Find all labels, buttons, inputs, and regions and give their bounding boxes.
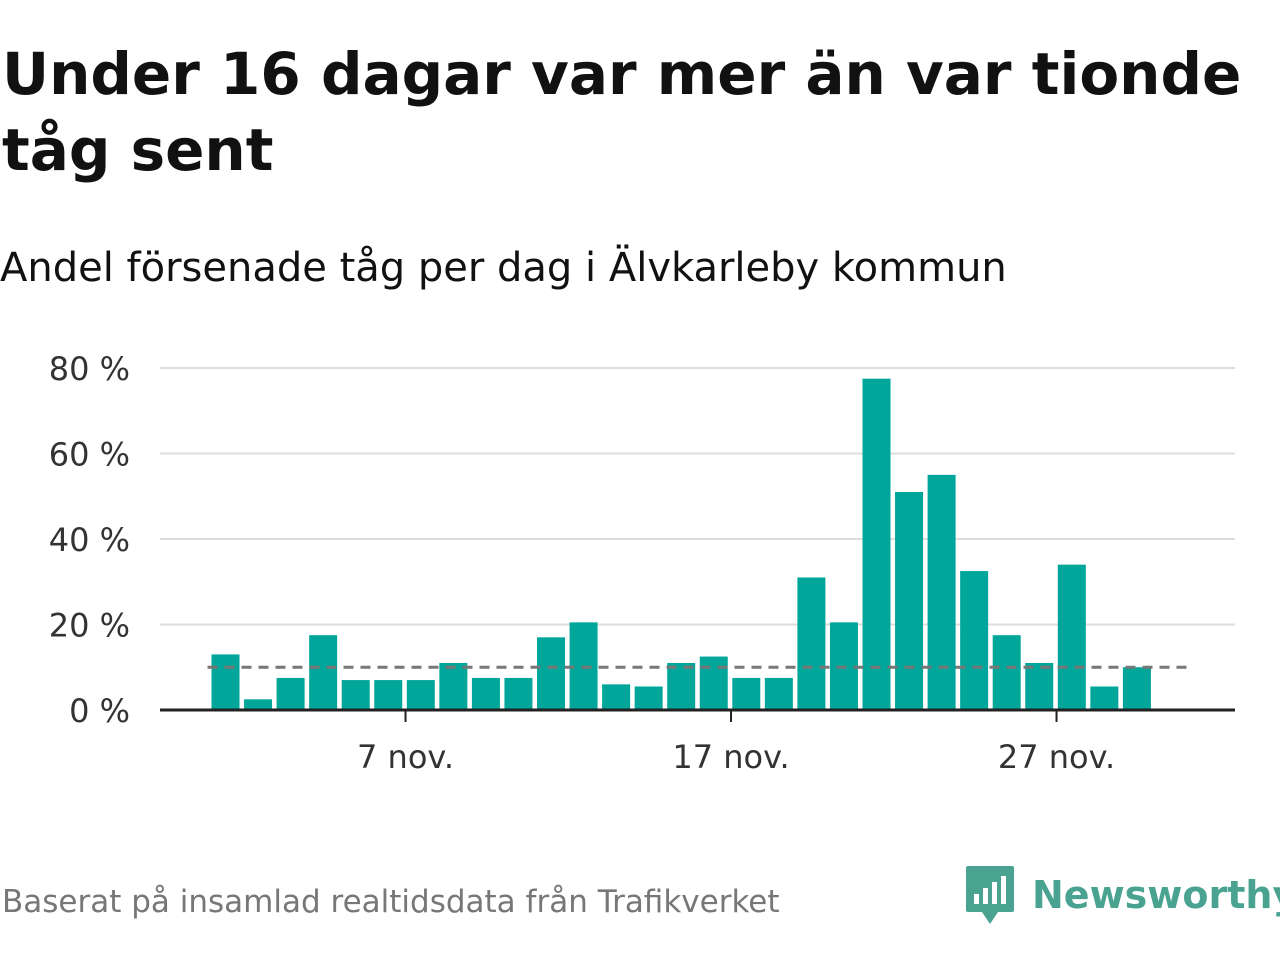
bar [374, 680, 403, 710]
y-tick-label: 60 % [49, 436, 130, 474]
bar [992, 635, 1021, 710]
chart-title: Under 16 dagar var mer än var tionde tåg… [2, 40, 1242, 184]
x-tick-label: 27 nov. [998, 738, 1115, 776]
source-note: Baserat på insamlad realtidsdata från Tr… [2, 884, 780, 920]
y-tick-label: 80 % [49, 350, 130, 388]
brand-name: Newsworthy [1032, 873, 1280, 917]
x-tick-label: 7 nov. [357, 738, 454, 776]
bar [764, 677, 793, 710]
bar [895, 491, 924, 710]
bar [211, 654, 240, 710]
bar [1025, 662, 1054, 710]
bar [1057, 564, 1086, 710]
bar [634, 686, 663, 710]
chart-subtitle: Andel försenade tåg per dag i Älvkarleby… [0, 245, 1007, 291]
bar [862, 378, 891, 710]
newsworthy-logo-icon [966, 866, 1014, 924]
bar [341, 680, 370, 710]
bar [602, 684, 631, 710]
x-tick-label: 17 nov. [672, 738, 789, 776]
bar [471, 677, 500, 710]
bar [537, 637, 565, 710]
bar [1122, 667, 1151, 710]
bar [406, 680, 435, 710]
bar [244, 699, 273, 710]
brand: Newsworthy [964, 864, 1280, 926]
bar [1090, 686, 1119, 710]
bar-chart: 0 % 20 % 40 % 60 % 80 % 7 nov. 17 nov. 27 nov. [49, 350, 1235, 776]
y-tick-label: 0 % [69, 692, 130, 730]
bar [797, 577, 826, 710]
y-tick-label: 40 % [49, 521, 130, 559]
bar [699, 656, 728, 710]
bar [732, 677, 761, 710]
bar [276, 677, 305, 710]
bar [439, 662, 468, 710]
bar [667, 662, 696, 710]
bar [504, 677, 533, 710]
bar [960, 571, 989, 710]
bar [927, 474, 956, 710]
bar [309, 635, 338, 710]
y-tick-label: 20 % [49, 607, 130, 645]
